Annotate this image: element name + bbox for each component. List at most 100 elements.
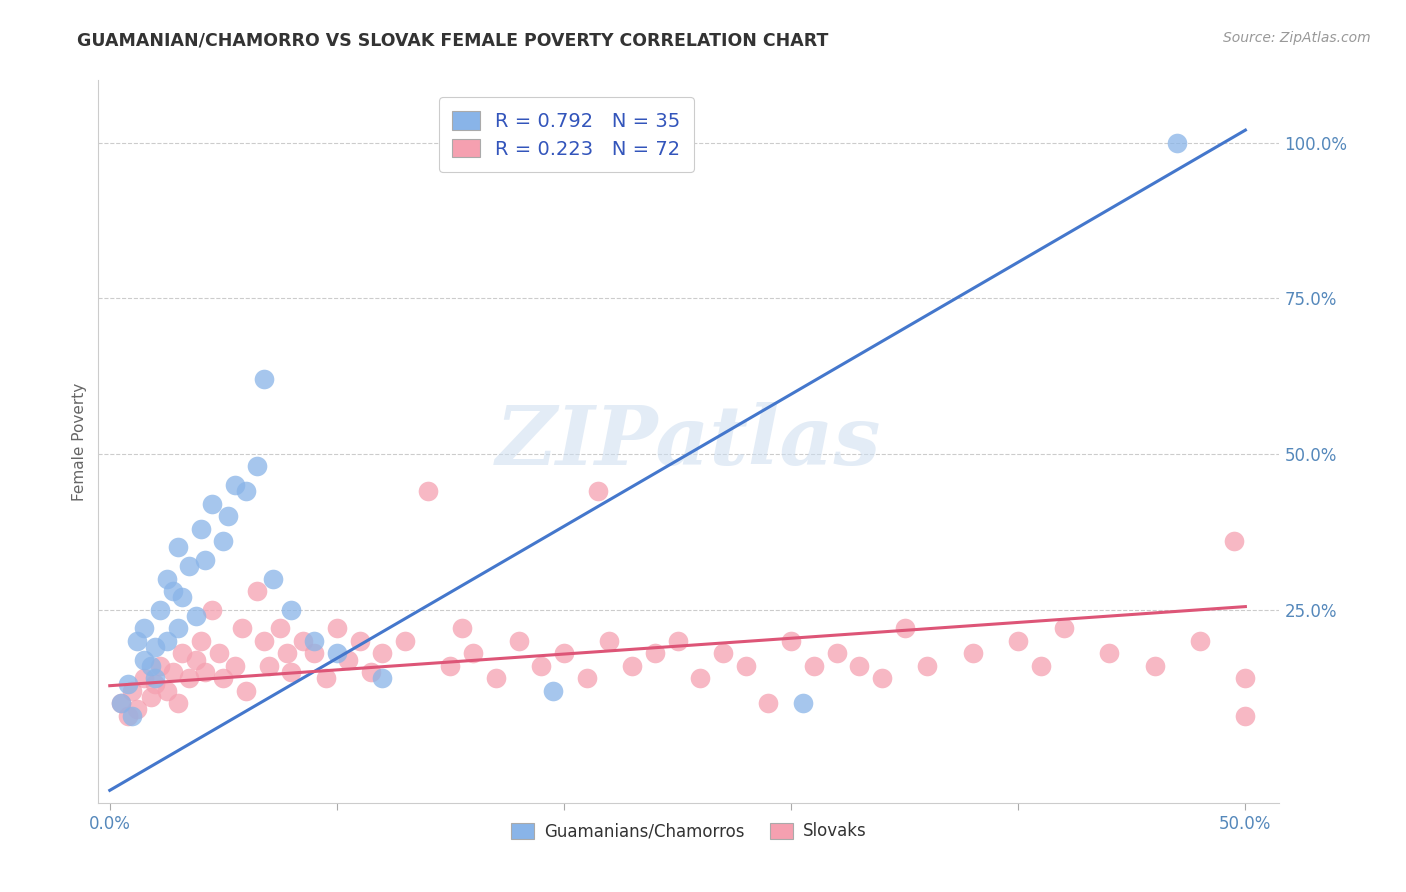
Point <box>224 658 246 673</box>
Point <box>276 646 298 660</box>
Point <box>792 696 814 710</box>
Point <box>139 690 162 704</box>
Point <box>172 646 194 660</box>
Point <box>734 658 756 673</box>
Point <box>110 696 132 710</box>
Text: Source: ZipAtlas.com: Source: ZipAtlas.com <box>1223 31 1371 45</box>
Point <box>302 646 325 660</box>
Point <box>1007 633 1029 648</box>
Point <box>337 652 360 666</box>
Point <box>155 633 177 648</box>
Point <box>208 646 231 660</box>
Point <box>184 652 207 666</box>
Point <box>962 646 984 660</box>
Point <box>132 621 155 635</box>
Point <box>586 484 609 499</box>
Point <box>280 665 302 679</box>
Point <box>132 652 155 666</box>
Point <box>190 522 212 536</box>
Point <box>235 484 257 499</box>
Point <box>349 633 371 648</box>
Point <box>139 658 162 673</box>
Point <box>450 621 472 635</box>
Point <box>257 658 280 673</box>
Point <box>553 646 575 660</box>
Point <box>167 541 190 555</box>
Point <box>194 665 217 679</box>
Point <box>1053 621 1076 635</box>
Text: ZIPatlas: ZIPatlas <box>496 401 882 482</box>
Point <box>689 671 711 685</box>
Point <box>201 603 224 617</box>
Point <box>172 591 194 605</box>
Point <box>132 671 155 685</box>
Point <box>758 696 780 710</box>
Point <box>1143 658 1166 673</box>
Point <box>439 658 461 673</box>
Point <box>155 572 177 586</box>
Point <box>825 646 848 660</box>
Point <box>893 621 915 635</box>
Point <box>1188 633 1211 648</box>
Point <box>870 671 893 685</box>
Point <box>143 677 166 691</box>
Point <box>1234 708 1257 723</box>
Point <box>143 671 166 685</box>
Point <box>201 497 224 511</box>
Point <box>394 633 416 648</box>
Point <box>575 671 598 685</box>
Point <box>1234 671 1257 685</box>
Point <box>253 372 276 386</box>
Text: GUAMANIAN/CHAMORRO VS SLOVAK FEMALE POVERTY CORRELATION CHART: GUAMANIAN/CHAMORRO VS SLOVAK FEMALE POVE… <box>77 31 828 49</box>
Point <box>711 646 734 660</box>
Point <box>1223 534 1246 549</box>
Point <box>280 603 302 617</box>
Point <box>121 708 143 723</box>
Point <box>212 534 235 549</box>
Point <box>155 683 177 698</box>
Point <box>508 633 530 648</box>
Point <box>598 633 620 648</box>
Point <box>848 658 870 673</box>
Point <box>179 671 201 685</box>
Point <box>162 665 184 679</box>
Point <box>184 609 207 624</box>
Point <box>190 633 212 648</box>
Point <box>780 633 803 648</box>
Point <box>326 621 349 635</box>
Point <box>149 658 172 673</box>
Legend: Guamanians/Chamorros, Slovaks: Guamanians/Chamorros, Slovaks <box>503 814 875 848</box>
Point <box>162 584 184 599</box>
Y-axis label: Female Poverty: Female Poverty <box>72 383 87 500</box>
Point <box>246 459 269 474</box>
Point <box>253 633 276 648</box>
Point <box>621 658 644 673</box>
Point <box>212 671 235 685</box>
Point <box>117 677 139 691</box>
Point <box>246 584 269 599</box>
Point <box>110 696 132 710</box>
Point <box>326 646 349 660</box>
Point <box>143 640 166 654</box>
Point <box>125 702 148 716</box>
Point <box>1166 136 1188 150</box>
Point <box>224 478 246 492</box>
Point <box>117 708 139 723</box>
Point <box>302 633 325 648</box>
Point <box>666 633 689 648</box>
Point <box>291 633 314 648</box>
Point <box>217 509 239 524</box>
Point <box>644 646 666 660</box>
Point <box>416 484 439 499</box>
Point <box>917 658 939 673</box>
Point <box>235 683 257 698</box>
Point <box>167 696 190 710</box>
Point <box>121 683 143 698</box>
Point <box>262 572 284 586</box>
Point <box>125 633 148 648</box>
Point <box>463 646 485 660</box>
Point <box>149 603 172 617</box>
Point <box>371 671 394 685</box>
Point <box>1098 646 1121 660</box>
Point <box>541 683 564 698</box>
